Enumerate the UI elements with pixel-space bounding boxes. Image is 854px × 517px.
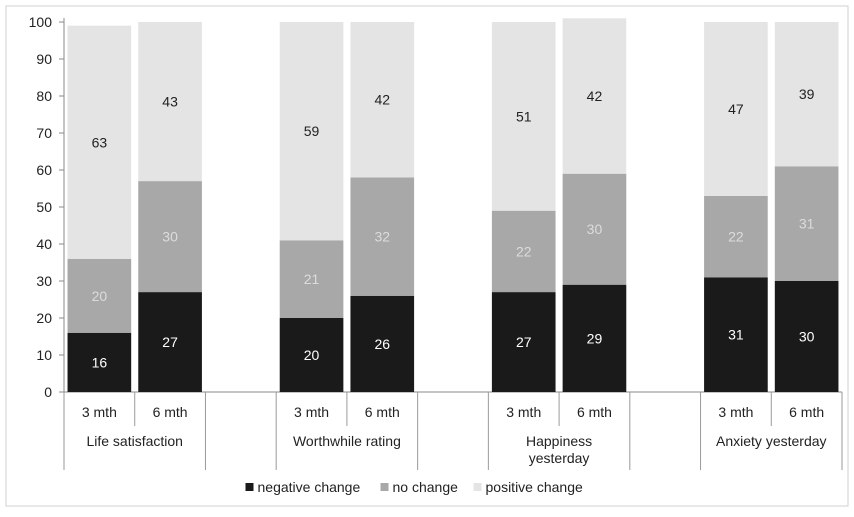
data-label: 22 [516, 243, 532, 259]
data-label: 20 [92, 288, 108, 304]
data-label: 31 [728, 327, 744, 343]
y-tick-label: 50 [36, 199, 52, 215]
legend-swatch [380, 483, 389, 491]
data-label: 47 [728, 101, 744, 117]
y-tick-label: 90 [36, 51, 52, 67]
bar-segment [774, 22, 839, 167]
y-tick-label: 80 [36, 88, 52, 104]
data-label: 30 [162, 229, 178, 245]
bar-segment [562, 173, 627, 285]
data-label: 22 [728, 229, 744, 245]
bar-segment [704, 22, 768, 196]
bar-segment [138, 22, 202, 182]
data-label: 39 [799, 86, 815, 102]
bar-segment [562, 284, 627, 392]
data-label: 29 [587, 330, 603, 346]
legend-label: negative change [258, 479, 361, 495]
bar-segment [491, 22, 556, 211]
bar-segment [704, 277, 768, 392]
bar-segment [704, 195, 768, 278]
bar-segment [491, 292, 556, 392]
y-tick-label: 70 [36, 125, 52, 141]
bar-segment [774, 281, 839, 392]
bar-segment [67, 258, 132, 333]
x-tick-label: 6 mth [577, 404, 612, 420]
data-label: 21 [304, 271, 320, 287]
data-label: 26 [374, 336, 390, 352]
x-tick-label: 3 mth [294, 404, 329, 420]
bar-segment [138, 292, 202, 392]
x-tick-label: 3 mth [718, 404, 753, 420]
group-label: Anxiety yesterday [716, 433, 827, 449]
legend-swatch [245, 483, 254, 491]
data-label: 27 [516, 334, 532, 350]
bar-segment [491, 210, 556, 293]
bar-segment [562, 18, 627, 174]
bar-segment [279, 318, 344, 392]
group-label: Life satisfaction [86, 433, 183, 449]
x-tick-label: 6 mth [789, 404, 824, 420]
bar-segment [138, 181, 202, 293]
data-label: 30 [799, 329, 815, 345]
group-label: Worthwhile rating [293, 433, 401, 449]
y-tick-label: 40 [36, 236, 52, 252]
x-tick-label: 6 mth [153, 404, 188, 420]
data-label: 32 [374, 229, 390, 245]
x-tick-label: 3 mth [506, 404, 541, 420]
data-label: 59 [304, 123, 320, 139]
legend-label: positive change [486, 479, 584, 495]
data-label: 42 [587, 88, 603, 104]
y-tick-label: 30 [36, 273, 52, 289]
bar-segment [279, 22, 344, 241]
data-label: 30 [587, 221, 603, 237]
y-tick-label: 20 [36, 310, 52, 326]
data-label: 42 [374, 92, 390, 108]
bar-segment [774, 166, 839, 281]
legend-label: no change [393, 479, 459, 495]
data-label: 51 [516, 108, 532, 124]
bar-segment [350, 22, 415, 178]
bar-segment [67, 25, 132, 259]
data-label: 43 [162, 94, 178, 110]
chart-border [5, 5, 849, 507]
x-tick-label: 6 mth [365, 404, 400, 420]
y-tick-label: 10 [36, 347, 52, 363]
legend-swatch [473, 483, 482, 491]
y-tick-label: 0 [44, 384, 52, 400]
bar-segment [350, 177, 415, 296]
group-label: Happiness yesterday [526, 433, 592, 466]
data-label: 20 [304, 347, 320, 363]
bar-segment [279, 240, 344, 318]
bar-segment [350, 295, 415, 392]
data-label: 31 [799, 216, 815, 232]
y-tick-label: 100 [29, 14, 53, 30]
data-label: 16 [92, 354, 108, 370]
bar-segment [67, 332, 132, 392]
data-label: 63 [92, 134, 108, 150]
y-tick-label: 60 [36, 162, 52, 178]
data-label: 27 [162, 334, 178, 350]
x-tick-label: 3 mth [82, 404, 117, 420]
